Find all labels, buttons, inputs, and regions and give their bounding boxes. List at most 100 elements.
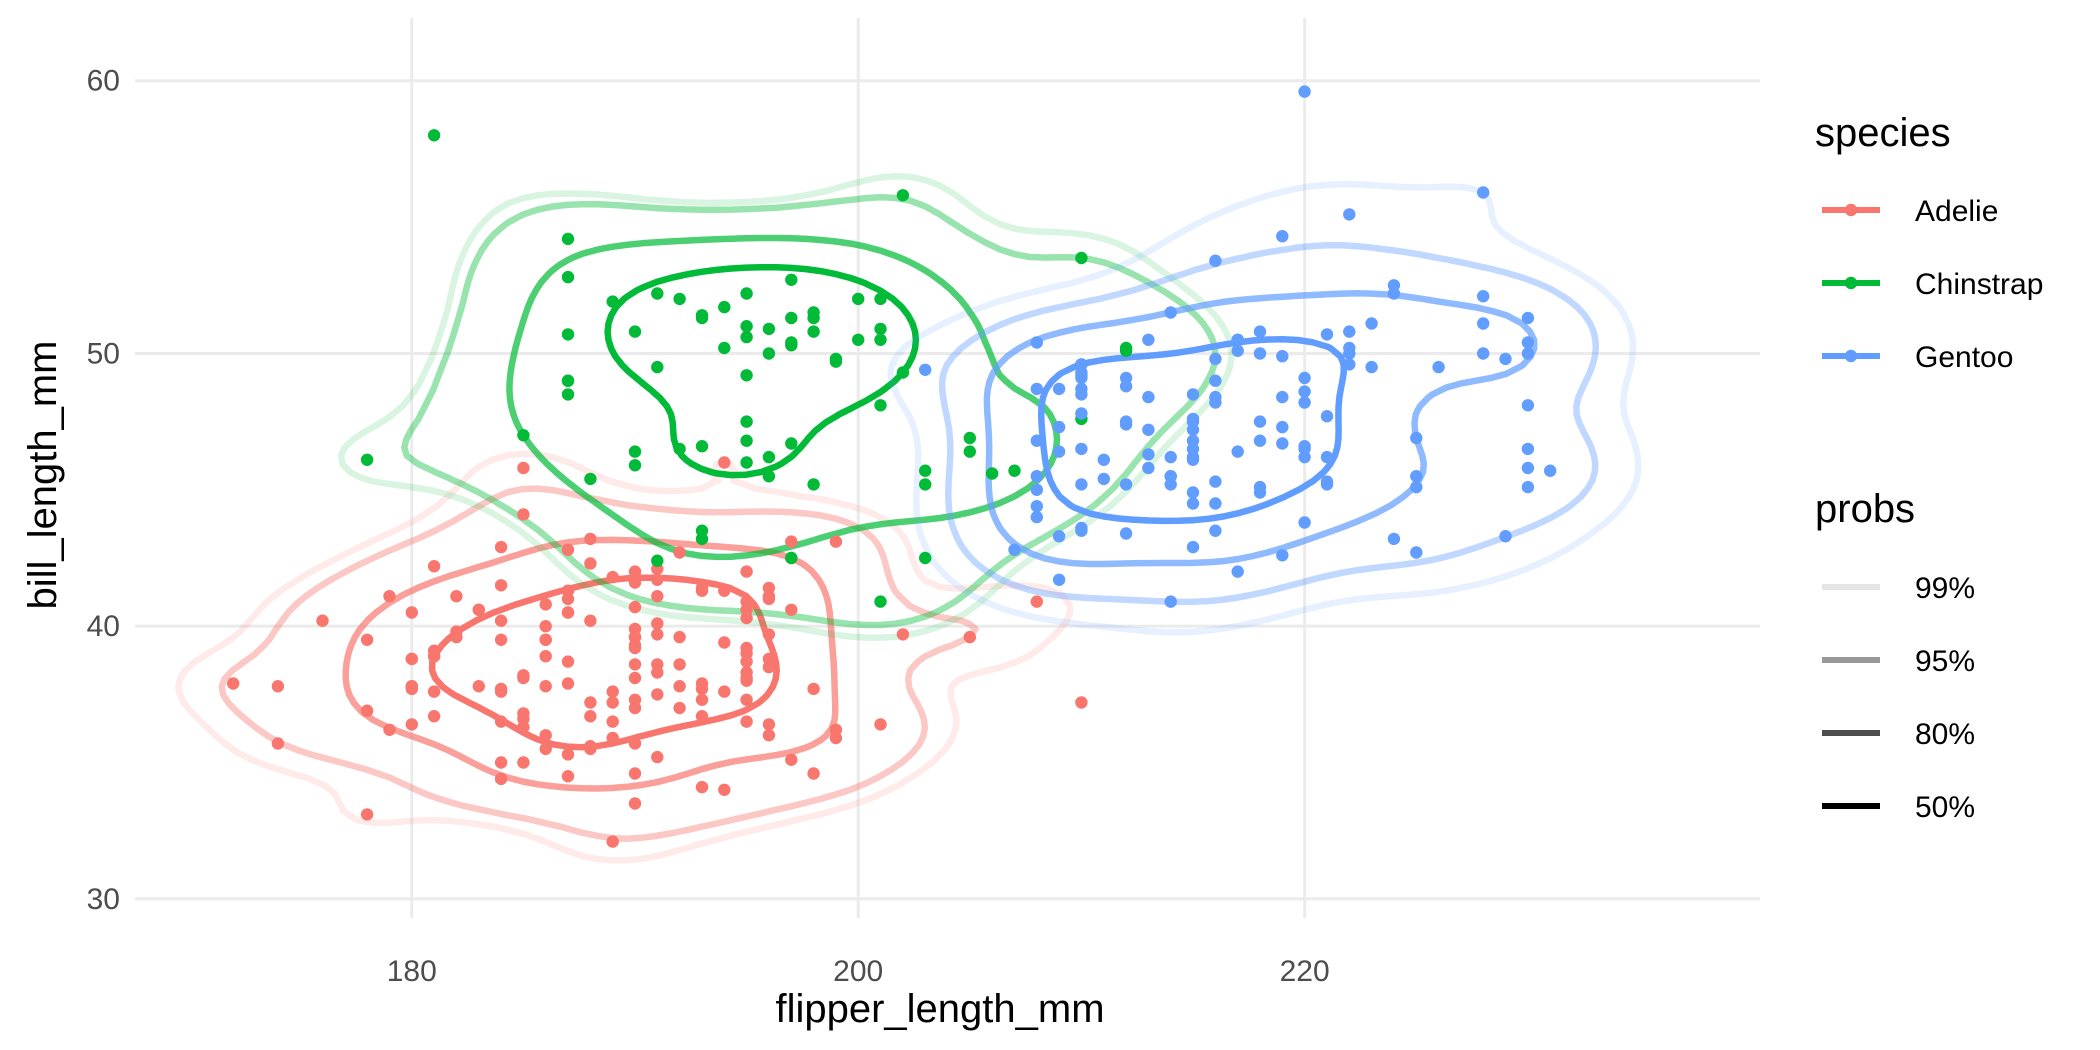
gentoo-contour-50 xyxy=(1037,336,1347,525)
adelie-point xyxy=(807,767,820,780)
gentoo-point xyxy=(1521,442,1535,456)
chinstrap-point xyxy=(919,478,932,491)
gentoo-point xyxy=(1209,374,1222,387)
adelie-point xyxy=(539,650,552,663)
adelie-point xyxy=(606,731,619,745)
gentoo-point xyxy=(1276,549,1289,562)
gentoo-point xyxy=(1119,380,1133,393)
adelie-point xyxy=(360,704,374,717)
adelie-point xyxy=(695,584,709,597)
adelie-point xyxy=(427,685,441,698)
gentoo-point xyxy=(1298,516,1311,529)
gentoo-contour-95 xyxy=(938,241,1600,606)
adelie-point xyxy=(227,677,240,690)
gentoo-point xyxy=(1231,445,1244,458)
adelie-point xyxy=(651,590,664,603)
chinstrap-point xyxy=(874,322,887,336)
adelie-point xyxy=(695,677,709,690)
chinstrap-point xyxy=(740,320,753,333)
legend-probs-label: 50% xyxy=(1915,791,1975,824)
chinstrap-point xyxy=(360,453,374,466)
gentoo-point xyxy=(1253,325,1267,338)
adelie-point xyxy=(762,628,776,641)
gentoo-point xyxy=(1209,254,1222,267)
gentoo-point xyxy=(1231,565,1244,578)
gentoo-point xyxy=(1253,415,1267,428)
chinstrap-point xyxy=(740,415,753,428)
adelie-point xyxy=(740,715,753,728)
gentoo-point xyxy=(1521,461,1535,475)
x-tick-label: 180 xyxy=(387,955,437,988)
adelie-point xyxy=(517,508,530,521)
gentoo-point xyxy=(1276,350,1289,363)
adelie-point xyxy=(762,592,776,606)
legend-probs-title: probs xyxy=(1815,487,1915,531)
adelie-point xyxy=(628,658,642,671)
adelie-point xyxy=(740,693,753,706)
chinstrap-contour-80 xyxy=(506,234,1061,561)
adelie-contour-80 xyxy=(342,536,839,792)
chinstrap-point xyxy=(1119,341,1133,355)
chinstrap-point xyxy=(874,595,887,608)
chinstrap-point xyxy=(785,311,798,325)
chinstrap-point xyxy=(1075,251,1088,265)
legend-key-point xyxy=(1844,349,1858,363)
chinstrap-point xyxy=(807,325,820,338)
legend-species-title: species xyxy=(1815,111,1951,155)
chinstrap-point xyxy=(606,295,619,308)
adelie-point xyxy=(494,715,508,728)
chinstrap-point xyxy=(919,464,932,477)
adelie-point xyxy=(561,543,575,556)
legend-label-adelie: Adelie xyxy=(1915,195,1998,228)
gentoo-point xyxy=(1253,434,1267,447)
chinstrap-point xyxy=(740,330,753,344)
gentoo-point xyxy=(1164,306,1177,319)
gentoo-point xyxy=(1276,420,1289,434)
adelie-point xyxy=(673,630,686,644)
adelie-point xyxy=(517,720,530,734)
chinstrap-point xyxy=(561,270,575,284)
gentoo-point xyxy=(1231,333,1244,346)
gentoo-point xyxy=(1030,336,1044,349)
gentoo-point xyxy=(1521,480,1535,494)
chinstrap-point xyxy=(740,369,753,382)
adelie-point xyxy=(963,630,976,644)
gentoo-point xyxy=(1253,486,1267,499)
gentoo-point xyxy=(1008,543,1021,556)
gentoo-point xyxy=(1097,472,1111,486)
adelie-point xyxy=(628,576,642,589)
gentoo-point xyxy=(1343,358,1356,371)
adelie-point xyxy=(606,570,619,584)
gentoo-point xyxy=(1298,85,1311,98)
adelie-point xyxy=(427,710,441,723)
adelie-point xyxy=(539,598,552,611)
legend-probs-label: 95% xyxy=(1915,645,1975,678)
gentoo-point xyxy=(1343,347,1356,360)
x-tick-label: 200 xyxy=(833,955,883,988)
gentoo-point xyxy=(1052,382,1066,396)
adelie-point xyxy=(740,565,753,578)
adelie-point xyxy=(494,614,508,627)
adelie-point xyxy=(673,701,686,715)
gentoo-point xyxy=(1499,352,1512,366)
gentoo-point xyxy=(1030,382,1044,396)
gentoo-point xyxy=(1432,360,1445,374)
gentoo-point xyxy=(1097,453,1111,466)
chinstrap-point xyxy=(427,129,441,142)
chinstrap-point xyxy=(762,450,776,464)
chinstrap-point xyxy=(695,309,709,322)
adelie-point xyxy=(316,614,329,627)
gentoo-point xyxy=(1075,358,1088,371)
gentoo-point xyxy=(1030,434,1044,447)
adelie-point xyxy=(405,718,418,731)
gentoo-point xyxy=(1320,410,1334,423)
adelie-point xyxy=(405,680,418,693)
chinstrap-point xyxy=(561,374,575,387)
chinstrap-point xyxy=(517,429,530,442)
adelie-point xyxy=(695,780,709,794)
adelie-point xyxy=(718,584,731,597)
gentoo-point xyxy=(1119,478,1133,491)
gentoo-point xyxy=(1477,347,1490,360)
adelie-contour-99 xyxy=(175,450,1074,864)
adelie-point xyxy=(584,710,597,723)
